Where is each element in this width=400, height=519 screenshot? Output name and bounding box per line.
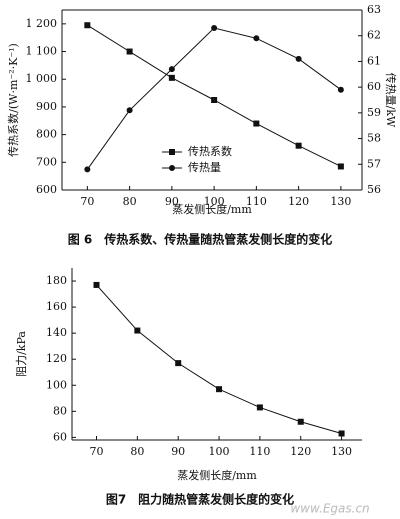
x-tick-label: 130 [331,445,352,458]
data-point [84,166,91,173]
watermark: www.Egas.cn [290,502,369,516]
legend-marker [169,165,175,171]
y-tick-label: 120 [46,352,67,365]
y-tick-label: 800 [36,128,57,141]
data-point [253,120,260,127]
y-tick-label: 140 [46,326,67,339]
x-tick-label: 120 [288,195,309,208]
data-point [216,386,223,393]
data-point [126,107,133,114]
y2-tick-label: 60 [367,80,381,93]
data-point [338,430,345,437]
series-line [96,284,342,434]
y2-tick-label: 63 [367,3,381,16]
legend-label: 传热系数 [188,145,232,158]
data-point [134,327,141,334]
data-point [337,163,344,170]
data-point [93,281,100,288]
x-axis-label: 蒸发侧长度/mm [172,202,252,216]
figure-caption: 图 6 传热系数、传热量随热管蒸发侧长度的变化 [68,232,333,247]
data-point [211,25,218,31]
y2-axis-label: 传热量/kW [384,73,397,128]
data-point [175,360,182,367]
y-tick-label: 60 [53,430,67,443]
x-tick-label: 80 [123,195,137,208]
y-tick-label: 160 [46,300,67,313]
x-tick-label: 100 [204,195,225,208]
figure-caption: 图7 阻力随热管蒸发侧长度的变化 [106,492,294,507]
y2-tick-label: 58 [367,132,381,145]
data-point [337,86,344,93]
y2-tick-label: 56 [367,183,381,196]
y-tick-label: 80 [53,404,67,417]
y2-tick-label: 62 [367,29,381,42]
y-tick-label: 180 [46,274,67,287]
y-tick-label: 1 000 [26,72,58,85]
y-tick-label: 600 [36,183,57,196]
y-axis-label: 传热系数/(W·m⁻²·K⁻¹) [7,43,20,157]
x-tick-label: 100 [209,445,230,458]
x-tick-label: 90 [165,195,179,208]
data-point [295,55,302,62]
data-point [297,418,304,425]
y-tick-label: 1 200 [26,17,58,30]
x-tick-label: 90 [171,445,185,458]
x-tick-label: 70 [80,195,94,208]
data-point [168,74,175,81]
x-tick-label: 120 [290,445,311,458]
x-tick-label: 80 [130,445,144,458]
data-point [256,404,263,411]
x-tick-label: 110 [249,445,270,458]
y2-tick-label: 61 [367,54,381,67]
data-point [168,66,175,73]
y-tick-label: 900 [36,100,57,113]
x-tick-label: 70 [90,445,104,458]
data-point [295,142,302,149]
data-point [211,97,218,103]
data-point [253,35,260,42]
data-point [126,48,133,55]
legend-marker [169,149,175,155]
legend-label: 传热量 [188,161,221,174]
y-tick-label: 1 100 [26,45,58,58]
x-axis-label: 蒸发侧长度/mm [177,468,257,482]
y2-tick-label: 57 [367,157,381,170]
x-tick-label: 110 [246,195,267,208]
y2-tick-label: 59 [367,106,381,119]
y-axis-label: 阻力/kPa [15,331,28,377]
data-point [84,22,91,29]
y-tick-label: 100 [46,378,67,391]
x-tick-label: 130 [330,195,351,208]
y-tick-label: 700 [36,155,57,168]
